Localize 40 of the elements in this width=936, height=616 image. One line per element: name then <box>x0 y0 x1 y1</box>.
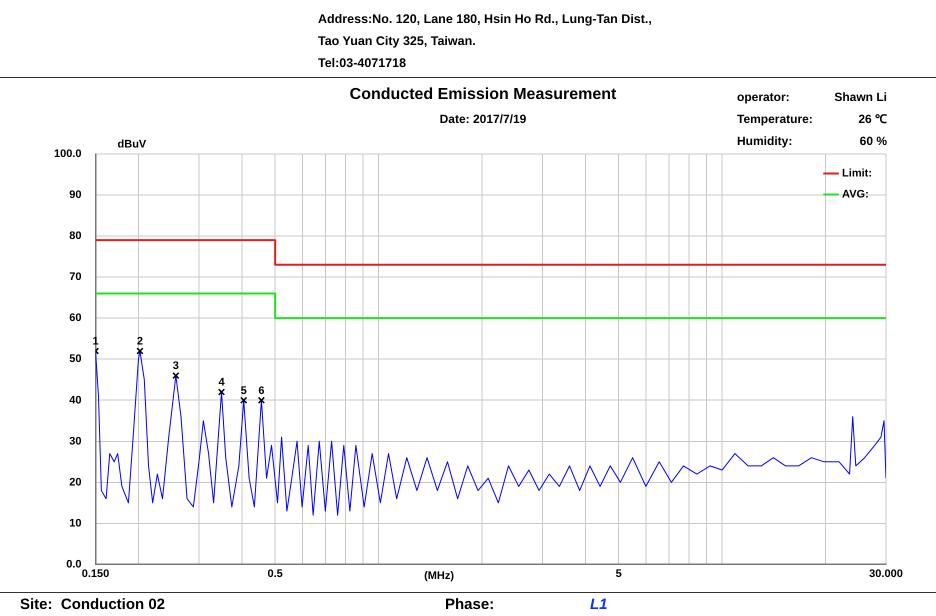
text: Tao Yuan City 325, Taiwan. <box>318 33 477 50</box>
annotation: 2 <box>136 336 143 348</box>
x-axis-title: (MHz) <box>424 570 454 582</box>
text: Site: <box>20 596 53 613</box>
y-tick-label: 60 <box>69 312 82 324</box>
annotation: 4 <box>218 376 226 389</box>
x-tick-label: 0.150 <box>82 568 110 580</box>
y-tick-label: 80 <box>69 230 82 242</box>
annotation: 3 <box>172 360 179 372</box>
y-tick-label: 100.0 <box>54 148 82 160</box>
x-tick-label: 0.5 <box>268 568 283 580</box>
text: 26 ℃ <box>858 111 887 128</box>
y-tick-label: 0.0 <box>66 558 82 570</box>
y-tick-label: 70 <box>69 271 82 284</box>
y-tick-label: 50 <box>69 353 82 366</box>
y-tick-label: 40 <box>69 394 82 406</box>
text: operator: <box>737 89 790 106</box>
text: 60 % <box>860 133 887 150</box>
legend-label: AVG: <box>842 188 869 201</box>
annotation: 5 <box>240 384 247 397</box>
x-tick-label: 5 <box>616 568 622 580</box>
annotation: 6 <box>258 384 264 397</box>
chart-title: Conducted Emission Measurement <box>348 86 618 104</box>
text: Humidity: <box>737 133 792 150</box>
y-tick-label: 20 <box>69 476 82 488</box>
y-axis-title: dBuV <box>118 138 147 151</box>
text: Conduction 02 <box>60 596 166 613</box>
legend-label: Limit: <box>842 168 872 180</box>
x-tick-label: 30.000 <box>869 568 903 580</box>
text: Temperature: <box>737 111 813 128</box>
text: Tel:03-4071718 <box>318 55 408 72</box>
chart-subtitle: Date: 2017/7/19 <box>438 112 528 126</box>
text: L1 <box>590 596 608 613</box>
text: Phase: <box>445 596 494 613</box>
y-tick-label: 90 <box>69 189 82 202</box>
text: Shawn Li <box>834 89 887 106</box>
annotation: 1 <box>92 336 99 348</box>
y-tick-label: 30 <box>69 435 82 448</box>
text: Address:No. 120, Lane 180, Hsin Ho Rd., Lung-Tan Dist., <box>318 11 652 28</box>
y-tick-label: 10 <box>69 517 82 530</box>
